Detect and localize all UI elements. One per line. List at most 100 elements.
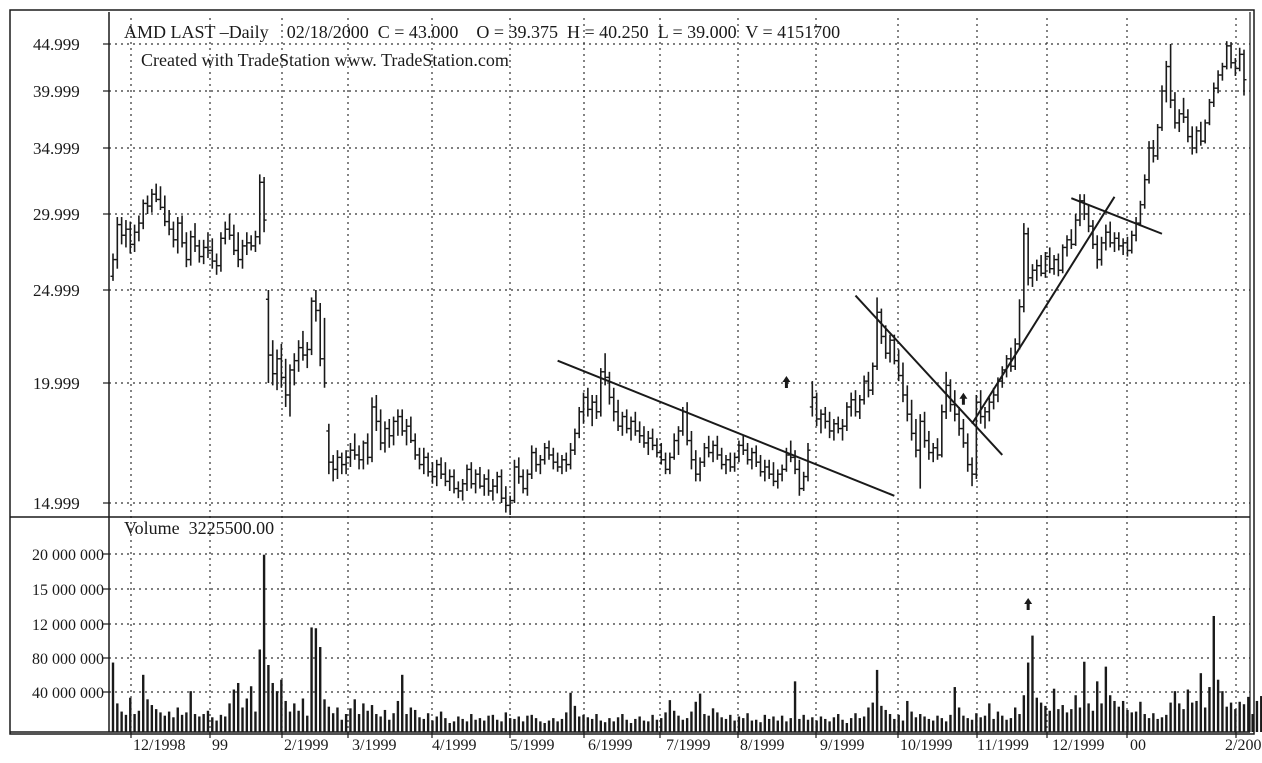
x-tick-label: 7/1999	[666, 737, 710, 754]
volume-bar	[116, 703, 119, 732]
volume-bar	[875, 669, 879, 732]
volume-bar	[452, 721, 456, 732]
volume-bar	[664, 712, 667, 732]
volume-bar	[811, 717, 814, 732]
volume-bar	[910, 711, 913, 732]
volume-bar	[344, 714, 348, 732]
x-tick-label: 2/2000	[1225, 737, 1262, 754]
price-tick-label: 39.999	[33, 82, 80, 101]
volume-bar	[988, 703, 991, 732]
volume-bar	[297, 710, 300, 732]
volume-tick-label: 15 000 000	[32, 582, 104, 599]
volume-bar	[1022, 695, 1026, 732]
volume-bar	[1065, 712, 1069, 732]
volume-bar	[1234, 709, 1237, 732]
volume-bar	[854, 713, 857, 732]
volume-bar	[142, 674, 145, 732]
x-tick-label: 10/1999	[900, 737, 952, 754]
volume-bar	[906, 700, 909, 732]
volume-bar	[211, 717, 214, 732]
volume-bar	[737, 716, 741, 732]
gridlines	[109, 18, 1250, 732]
volume-bar	[526, 715, 529, 732]
volume-bar	[1001, 715, 1004, 732]
volume-bar	[832, 717, 836, 732]
volume-bar	[521, 721, 525, 732]
volume-bar	[634, 718, 637, 732]
volume-bar	[750, 720, 754, 732]
volume-tick-label: 12 000 000	[32, 617, 104, 634]
volume-bar	[435, 716, 438, 732]
interval-label: –Daily	[219, 22, 269, 42]
volume-bar	[310, 627, 313, 732]
volume-bar	[720, 717, 723, 732]
volume-bar	[1031, 635, 1034, 732]
volume-bar	[746, 713, 749, 732]
volume-bar	[793, 681, 797, 732]
volume-bar	[146, 699, 149, 732]
volume-bar	[405, 714, 408, 732]
price-tick-label: 29.999	[33, 205, 80, 224]
volume-bar	[1199, 673, 1203, 732]
symbol-label: AMD LAST	[124, 22, 216, 42]
volume-bar	[940, 718, 944, 732]
price-tick-label: 34.999	[33, 139, 80, 158]
x-tick-label: 9/1999	[820, 737, 864, 754]
volume-bar	[612, 721, 615, 732]
volume-bar	[1225, 706, 1228, 732]
volume-bar	[513, 718, 516, 732]
ohlc-bar	[1241, 49, 1247, 96]
volume-bar	[1221, 691, 1224, 732]
volume-bar	[306, 715, 309, 732]
volume-bar	[681, 719, 685, 732]
volume-bar	[819, 716, 823, 732]
volume-bar	[582, 714, 585, 732]
volume-bars	[111, 554, 1262, 732]
volume-bar	[500, 721, 503, 732]
volume-bar	[409, 707, 413, 732]
volume-bar	[1195, 700, 1198, 732]
volume-bar	[729, 714, 732, 732]
x-tick-label: 6/1999	[588, 737, 632, 754]
volume-bar	[327, 706, 331, 732]
volume-bar	[655, 719, 659, 732]
volume-bar	[1242, 704, 1246, 732]
volume-bar	[862, 716, 866, 732]
volume-bar	[936, 715, 939, 732]
volume-bar	[474, 719, 477, 732]
volume-bar	[448, 723, 451, 732]
volume-bar	[280, 679, 283, 732]
volume-bar	[565, 712, 568, 732]
x-tick-label: 4/1999	[432, 737, 476, 754]
volume-bar	[1156, 718, 1159, 732]
volume-bar	[1238, 701, 1241, 732]
volume-bar	[651, 714, 654, 732]
volume-bar	[1087, 703, 1090, 732]
volume-bar	[806, 719, 810, 732]
volume-bar	[802, 714, 805, 732]
volume-bar	[444, 718, 447, 732]
volume-bar	[1216, 679, 1220, 732]
volume-bar	[1121, 700, 1125, 732]
volume-bar	[1039, 702, 1043, 732]
arrow-up-icon	[782, 375, 791, 388]
volume-bar	[944, 721, 948, 732]
volume-bar	[798, 718, 801, 732]
volume-bar	[202, 714, 205, 732]
volume-bar	[573, 705, 577, 732]
price-tick-label: 24.999	[33, 281, 80, 300]
volume-bar	[180, 714, 184, 732]
volume-bar	[418, 717, 421, 732]
volume-bar	[150, 705, 154, 732]
volume-bar	[707, 715, 710, 732]
volume-bar	[724, 718, 728, 732]
volume-bar	[685, 718, 689, 732]
volume-bar	[1251, 714, 1254, 732]
volume-bar	[824, 718, 827, 732]
volume-bar	[1014, 707, 1017, 732]
volume-bar	[431, 720, 434, 732]
volume-bar	[1009, 718, 1013, 732]
volume-bar	[1173, 691, 1177, 732]
trendline	[557, 359, 895, 497]
price-tick-label: 44.999	[33, 35, 80, 54]
